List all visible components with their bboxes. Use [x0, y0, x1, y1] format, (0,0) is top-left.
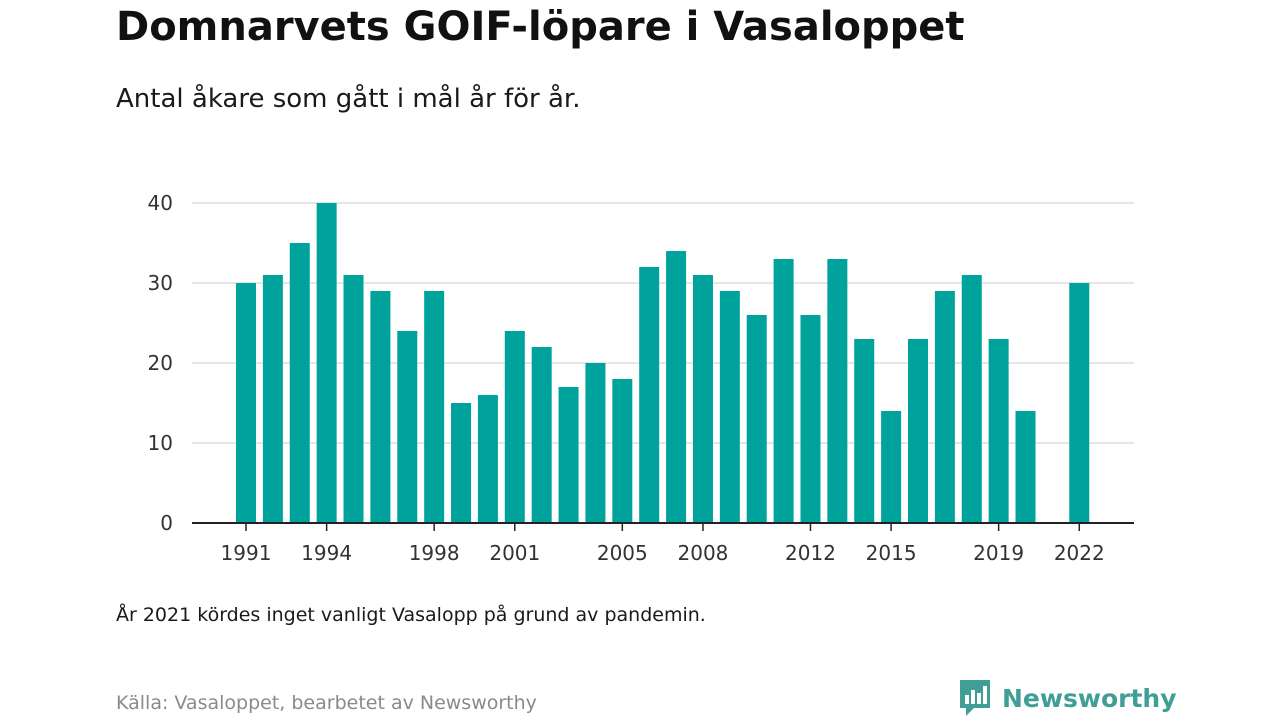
chart-subtitle: Antal åkare som gått i mål år för år.	[116, 84, 581, 114]
x-tick-label: 2008	[678, 541, 729, 565]
x-tick-label: 1994	[301, 541, 352, 565]
x-tick-label: 1991	[221, 541, 272, 565]
bar-2011	[773, 259, 794, 523]
y-tick-label: 20	[148, 351, 173, 375]
bar-2020	[1015, 411, 1036, 523]
bar-1998	[424, 291, 445, 523]
chart-note: År 2021 kördes inget vanligt Vasalopp på…	[116, 604, 706, 626]
x-tick-label: 2015	[866, 541, 917, 565]
bar-2001	[504, 331, 525, 523]
x-tick-label: 1998	[409, 541, 460, 565]
x-tick-label: 2001	[489, 541, 540, 565]
bar-2003	[558, 387, 579, 523]
x-tick-label: 2019	[973, 541, 1024, 565]
bar-2015	[881, 411, 902, 523]
chart-title: Domnarvets GOIF-löpare i Vasaloppet	[116, 4, 965, 50]
axes: 0 10 20 30 40 1991 1994 1998 2001 2005 2008 2012 201…	[148, 191, 1134, 565]
y-tick-label: 10	[148, 431, 173, 455]
bar-2007	[666, 251, 687, 523]
newsworthy-logo-icon	[960, 680, 990, 716]
bar-1996	[370, 291, 391, 523]
x-tick-label: 2005	[597, 541, 648, 565]
bar-2010	[746, 315, 767, 523]
bar-2002	[531, 347, 552, 523]
bar-2019	[988, 339, 1009, 523]
bar-2014	[854, 339, 875, 523]
bar-1997	[397, 331, 418, 523]
source-text: Källa: Vasaloppet, bearbetet av Newswort…	[116, 692, 537, 714]
bar-2017	[934, 291, 955, 523]
bar-1994	[316, 203, 337, 523]
y-tick-label: 40	[148, 191, 173, 215]
bar-2000	[477, 395, 498, 523]
y-tick-label: 0	[160, 511, 173, 535]
bar-chart: 0 10 20 30 40 1991 1994 1998 2001 2005 2008 2012 201…	[148, 191, 1134, 565]
x-tick-label: 2022	[1054, 541, 1105, 565]
bar-2006	[639, 267, 660, 523]
bar-1999	[451, 403, 472, 523]
bar-2004	[585, 363, 606, 523]
bar-2012	[800, 315, 821, 523]
y-tick-label: 30	[148, 271, 173, 295]
bar-2008	[692, 275, 713, 523]
brand-logo: Newsworthy	[958, 678, 1177, 718]
bar-1992	[262, 275, 283, 523]
bar-2018	[961, 275, 982, 523]
x-tick-label: 2012	[785, 541, 836, 565]
bar-2016	[908, 339, 928, 523]
bar-1991	[236, 283, 256, 523]
bars	[236, 203, 1090, 523]
bar-1995	[343, 275, 364, 523]
bar-2005	[612, 379, 633, 523]
bar-2009	[719, 291, 740, 523]
bar-2013	[827, 259, 848, 523]
bar-2022	[1069, 283, 1090, 523]
brand-name: Newsworthy	[1002, 683, 1177, 713]
bar-1993	[289, 243, 310, 523]
